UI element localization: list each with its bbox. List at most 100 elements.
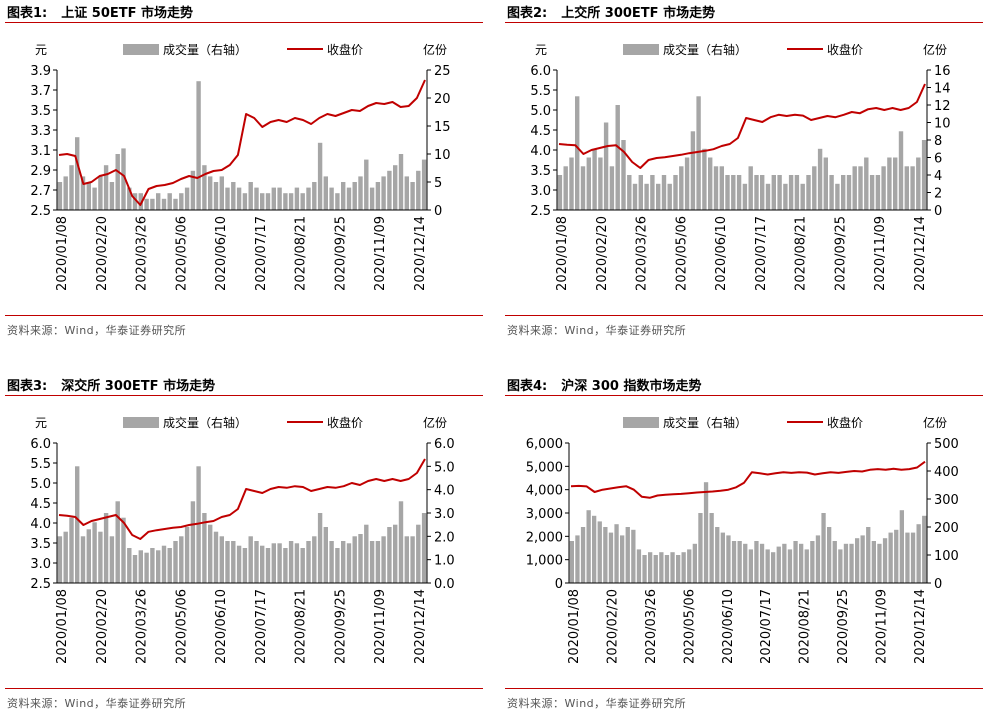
volume-bar: [231, 182, 236, 210]
volume-bar: [754, 175, 759, 210]
volume-bar: [57, 536, 63, 583]
panel-title-text: 上交所 300ETF 市场走势: [561, 6, 716, 21]
right-tick-label: 2: [934, 187, 942, 202]
panel-title: 图表1: 上证 50ETF 市场走势: [7, 2, 193, 21]
volume-bar: [731, 541, 737, 583]
left-tick-label: 2.5: [30, 204, 51, 219]
volume-bar: [329, 187, 334, 210]
panel-title-text: 上证 50ETF 市场走势: [61, 6, 194, 21]
volume-bar: [150, 198, 155, 210]
x-tick-label: 2020/01/08: [567, 589, 582, 664]
volume-bar: [416, 524, 421, 583]
panel-title-text: 沪深 300 指数市场走势: [561, 379, 702, 394]
volume-bar: [720, 532, 725, 583]
panel-title-text: 深交所 300ETF 市场走势: [61, 379, 216, 394]
volume-bar: [75, 466, 80, 583]
left-tick-label: 6,000: [526, 437, 563, 452]
volume-bar: [173, 198, 178, 210]
volume-bar: [103, 165, 109, 210]
right-tick-label: 0: [934, 577, 942, 592]
volume-bar: [731, 175, 736, 210]
volume-bar: [569, 157, 574, 210]
volume-bar: [156, 550, 161, 583]
volume-bar: [702, 148, 707, 211]
volume-bar: [283, 193, 288, 210]
volume-bar: [829, 175, 834, 210]
volume-bar: [115, 501, 120, 583]
legend-volume-swatch: [123, 417, 159, 428]
volume-bar: [161, 198, 167, 210]
volume-bar: [888, 532, 893, 583]
volume-bar: [196, 81, 201, 210]
volume-bar: [899, 510, 904, 583]
volume-bar: [69, 165, 74, 210]
source-note: 资料来源：Wind，华泰证券研究所: [507, 697, 687, 710]
volume-bar: [887, 157, 892, 210]
panel-label: 图表1:: [7, 6, 48, 21]
left-tick-label: 4.0: [530, 144, 551, 159]
volume-bar: [575, 535, 580, 583]
volume-bar: [277, 543, 282, 583]
volume-bar: [586, 157, 591, 210]
volume-bar: [782, 543, 787, 583]
panel-title: 图表4: 沪深 300 指数市场走势: [507, 375, 701, 394]
source-rule: [5, 688, 483, 689]
x-tick-label: 2020/07/17: [754, 216, 769, 291]
volume-bar: [294, 543, 300, 583]
volume-bar: [352, 182, 357, 210]
right-tick-label: 0.0: [434, 577, 455, 592]
x-tick-label: 2020/06/10: [721, 589, 736, 664]
volume-bar: [794, 175, 800, 210]
volume-bar: [317, 142, 323, 210]
volume-bar: [404, 536, 409, 583]
right-axis-unit: 亿份: [923, 415, 947, 430]
panel-2: 图表2: 上交所 300ETF 市场走势 成交量（右轴） 收盘价 元 亿份 2.5 3.0 3…: [505, 0, 983, 346]
right-axis-unit: 亿份: [923, 42, 947, 57]
volume-bar: [586, 510, 591, 583]
volume-bar: [852, 166, 857, 211]
source-rule: [505, 688, 983, 689]
volume-bar: [63, 531, 68, 583]
volume-bar: [754, 541, 759, 583]
panel-label: 图表3:: [7, 379, 48, 394]
volume-bar: [341, 182, 346, 210]
volume-bar: [748, 549, 753, 583]
volume-bar: [737, 541, 742, 583]
volume-bar: [219, 176, 224, 210]
x-tick-label: 2020/05/06: [674, 216, 689, 291]
volume-bar: [92, 187, 97, 210]
x-tick-label: 2020/01/08: [555, 216, 570, 291]
volume-bar: [265, 548, 271, 583]
right-tick-label: 0: [434, 204, 442, 219]
volume-bar: [804, 549, 809, 583]
volume-bar: [664, 555, 670, 583]
volume-bar: [231, 541, 236, 583]
volume-bar: [679, 166, 684, 211]
volume-bar: [109, 182, 115, 210]
volume-bar: [109, 536, 115, 583]
source-note: 资料来源：Wind，华泰证券研究所: [7, 324, 187, 337]
x-tick-label: 2020/09/25: [333, 216, 348, 291]
volume-bar: [127, 187, 132, 210]
volume-bar: [225, 541, 230, 583]
volume-bar: [352, 536, 357, 583]
volume-bar: [213, 531, 219, 583]
volume-bar: [138, 193, 143, 210]
right-tick-label: 200: [934, 521, 959, 536]
volume-bar: [855, 538, 860, 583]
volume-bar: [242, 548, 248, 583]
volume-bar: [921, 140, 927, 210]
volume-bar: [631, 529, 636, 583]
volume-bar: [708, 157, 713, 210]
left-tick-label: 3,000: [526, 507, 563, 522]
volume-bar: [860, 535, 865, 583]
volume-bar: [632, 183, 638, 211]
left-tick-label: 2.5: [30, 577, 51, 592]
volume-bar: [312, 536, 317, 583]
volume-bar: [866, 527, 871, 583]
volume-bar: [670, 552, 675, 583]
volume-bar: [381, 176, 386, 210]
volume-bar: [709, 513, 714, 583]
panel-3: 图表3: 深交所 300ETF 市场走势 成交量（右轴） 收盘价 元 亿份 2.5 3.0 3…: [5, 373, 483, 719]
volume-bar: [783, 183, 788, 211]
